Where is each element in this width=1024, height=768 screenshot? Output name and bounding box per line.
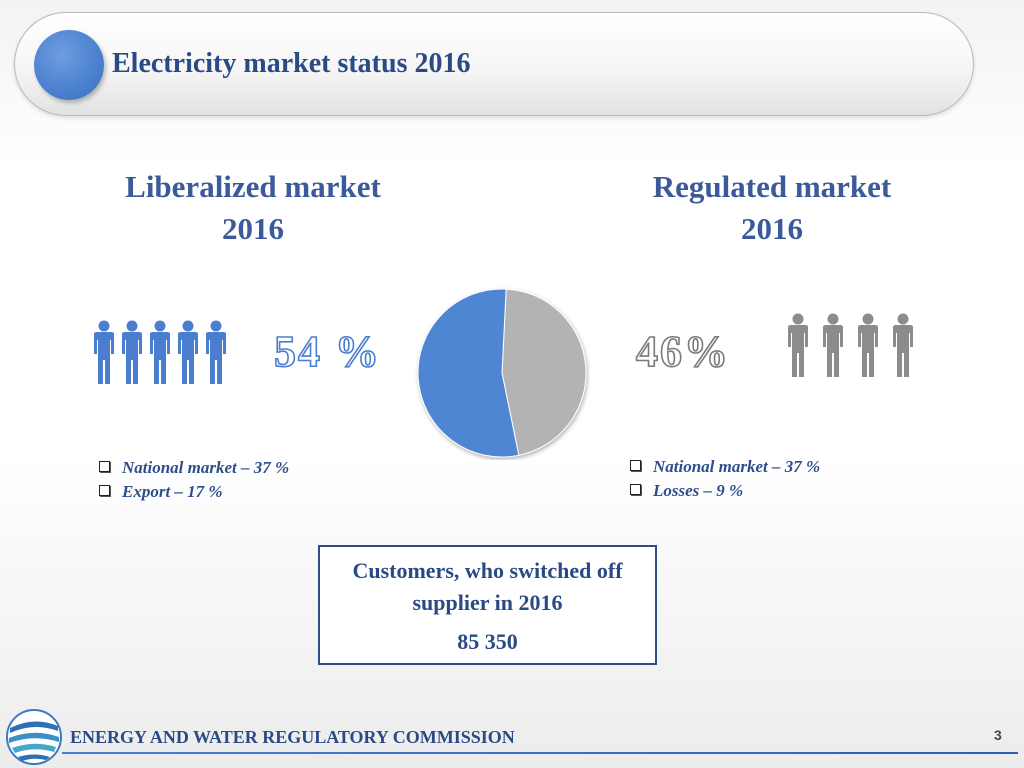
switched-supplier-value: 85 350 [457,629,518,654]
person-icon [788,313,808,377]
switched-supplier-text: Customers, who switched off supplier in … [352,558,623,615]
people-group-regulated [788,313,913,377]
footer-organization: ENERGY AND WATER REGULATORY COMMISSION [70,727,515,747]
list-item: Export – 17 % [99,480,289,504]
bullet-text: Losses – 9 % [653,481,744,500]
bullet-text: National market – 37 % [122,458,290,477]
footer-divider [62,752,1018,754]
bullet-text: Export – 17 % [122,482,223,501]
regulated-bullets: National market – 37 % Losses – 9 % [630,455,820,503]
person-icon [178,320,198,384]
liberalized-title-line2: 2016 [222,211,284,246]
switched-supplier-box: Customers, who switched off supplier in … [318,545,657,665]
list-item: National market – 37 % [99,456,289,480]
header-bar [14,12,974,116]
regulated-percent: 46% [635,326,730,377]
pie-slice-regulated-market [501,288,587,456]
list-item: Losses – 9 % [630,479,820,503]
person-icon [893,313,913,377]
commission-logo-icon [6,709,62,765]
checkbox-bullet-icon [99,461,110,472]
market-share-pie-chart [417,288,587,458]
checkbox-bullet-icon [630,460,641,471]
liberalized-title-line1: Liberalized market [125,169,381,204]
regulated-title-line1: Regulated market [652,169,892,204]
pie-slice-liberalized-market [417,288,520,458]
page-title: Electricity market status 2016 [112,48,471,79]
liberalized-percent: 54 % [273,326,381,377]
person-icon [150,320,170,384]
person-icon [858,313,878,377]
list-item: National market – 37 % [630,455,820,479]
person-icon [122,320,142,384]
checkbox-bullet-icon [630,484,641,495]
page-number: 3 [994,727,1002,743]
checkbox-bullet-icon [99,485,110,496]
regulated-title-line2: 2016 [741,211,803,246]
liberalized-market-title: Liberalized market 2016 [83,166,423,250]
person-icon [823,313,843,377]
liberalized-bullets: National market – 37 % Export – 17 % [99,456,289,504]
person-icon [94,320,114,384]
regulated-market-title: Regulated market 2016 [602,166,942,250]
person-icon [206,320,226,384]
header-dot-icon [34,30,104,100]
people-group-liberalized [94,320,226,384]
bullet-text: National market – 37 % [653,457,821,476]
